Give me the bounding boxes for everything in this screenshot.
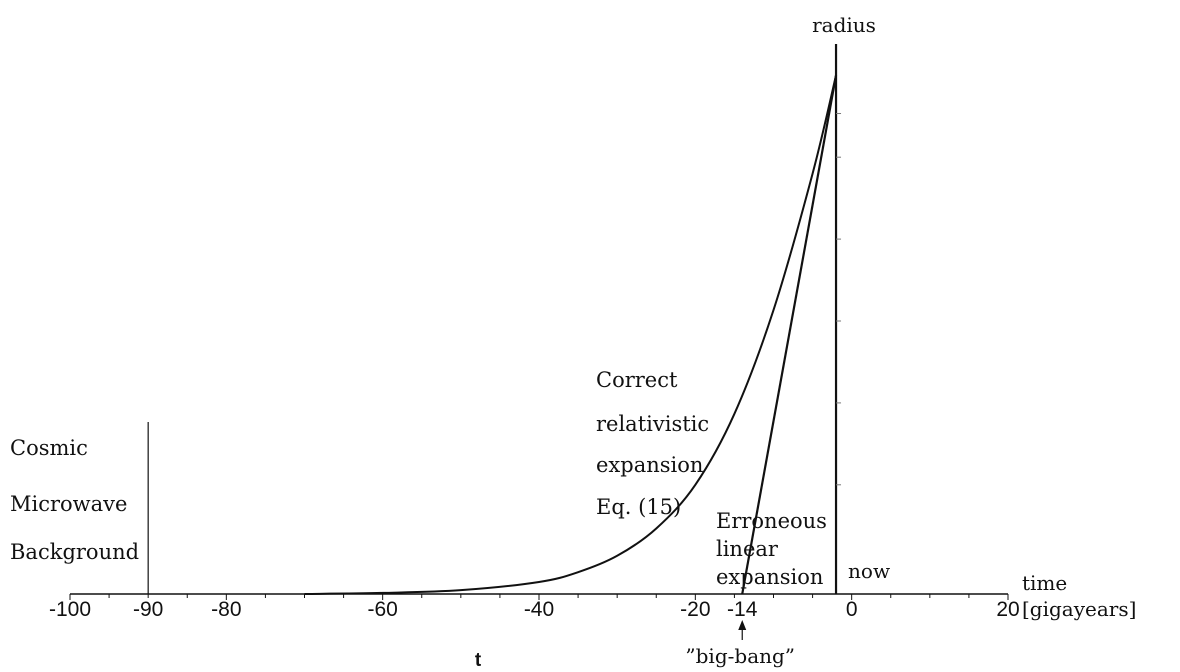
x-tick-label: -40 [524,598,554,621]
series-line-linear [741,75,838,595]
cmb-annotation-line-3: Background [10,540,139,564]
y-axis-label: radius [812,13,876,37]
x-axis-unit-line-2: [gigayears] [1022,597,1136,621]
x-axis-label: t [475,650,482,671]
now-annotation: now [848,559,890,583]
series-group [304,75,838,595]
cmb-annotation: Cosmic Microwave Background [10,436,139,564]
x-tick-label: 0 [846,598,858,621]
relativistic-annotation-line-2: relativistic [596,412,709,436]
x-tick-label: -20 [680,598,710,621]
linear-annotation-line-3: expansion [716,565,823,589]
x-tick-label-extra: -14 [727,598,758,621]
relativistic-annotation-line-1: Correct [596,368,678,392]
cmb-annotation-line-2: Microwave [10,492,127,516]
x-tick-label: 20 [996,598,1019,621]
linear-annotation-line-1: Erroneous [716,509,827,533]
x-tick-labels: -100 -80 -60 -40 -20 0 20 -90 -14 [49,598,1020,621]
relativistic-annotation-line-4: Eq. (15) [596,495,681,519]
big-bang-arrowhead [738,620,747,630]
series-line-relativistic [304,75,838,595]
x-tick-label: -60 [367,598,397,621]
x-minor-ticks [69,594,1009,600]
x-tick-label: -80 [211,598,241,621]
axes [69,44,1009,600]
linear-annotation-line-2: linear [716,537,779,561]
x-tick-label: -100 [49,598,91,621]
relativistic-annotation: Correct relativistic expansion Eq. (15) [596,368,709,519]
big-bang-annotation: ”big-bang” [685,644,795,668]
y-axis-ticks [836,113,842,486]
x-axis-unit-line-1: time [1022,571,1067,595]
x-tick-label-extra: -90 [133,598,163,621]
cmb-annotation-line-1: Cosmic [10,436,88,460]
relativistic-annotation-line-3: expansion [596,453,703,477]
linear-annotation: Erroneous linear expansion [716,509,827,589]
